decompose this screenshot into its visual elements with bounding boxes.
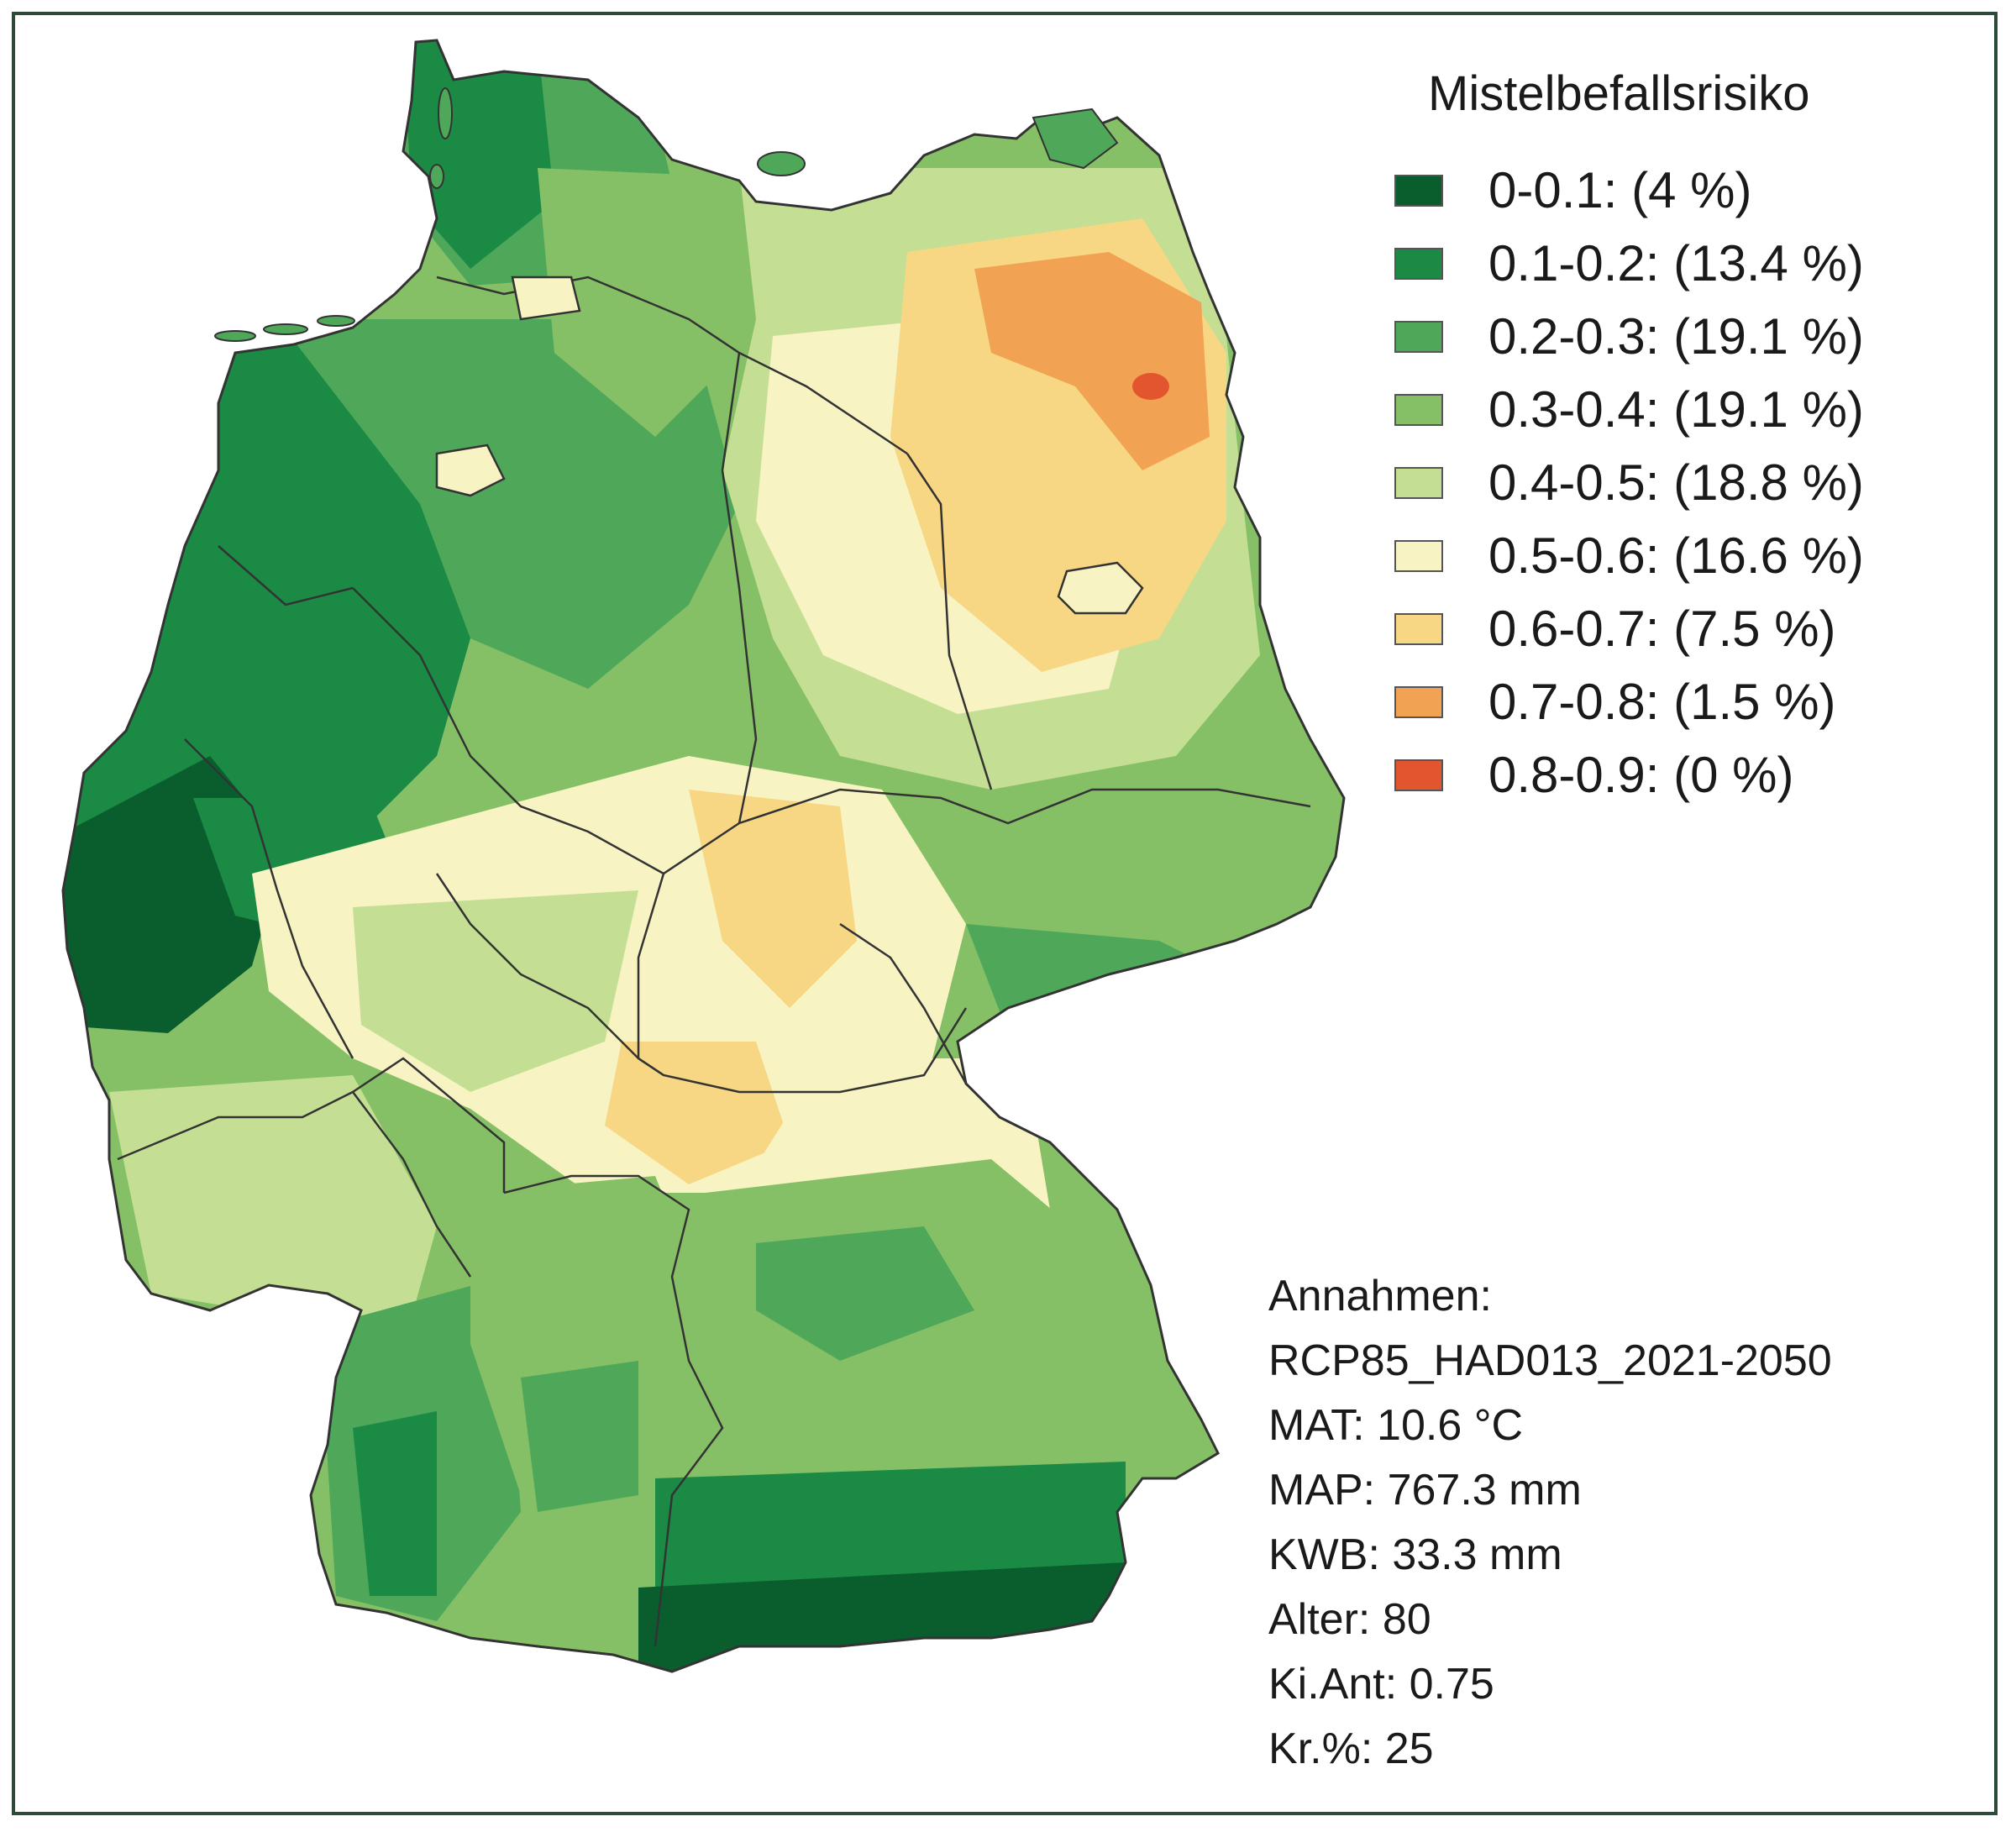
- assumption-line: MAT: 10.6 °C: [1268, 1401, 1524, 1450]
- legend-label: 0.6-0.7: (7.5 %): [1488, 601, 1836, 657]
- legend-label: 0.7-0.8: (1.5 %): [1488, 674, 1836, 730]
- legend-swatch: [1394, 393, 1443, 426]
- legend-label: 0.5-0.6: (16.6 %): [1488, 528, 1864, 584]
- legend-swatch: [1394, 247, 1443, 280]
- assumption-line: KWB: 33.3 mm: [1268, 1530, 1562, 1579]
- city-states: [435, 276, 1144, 615]
- legend-label: 0.8-0.9: (0 %): [1488, 747, 1794, 803]
- assumption-line: RCP85_HAD013_2021-2050: [1268, 1336, 1832, 1385]
- legend-item: 0.7-0.8: (1.5 %): [1394, 665, 1982, 738]
- legend-swatch: [1394, 759, 1443, 791]
- legend-title: Mistelbefallsrisiko: [1428, 66, 1810, 121]
- legend-item: 0-0.1: (4 %): [1394, 154, 1982, 227]
- assumptions-block: Annahmen: RCP85_HAD013_2021-2050 MAT: 10.6…: [1268, 1264, 1832, 1782]
- assumptions-heading: Annahmen:: [1268, 1272, 1492, 1320]
- legend-item: 0.6-0.7: (7.5 %): [1394, 592, 1982, 665]
- assumption-line: Kr.%: 25: [1268, 1724, 1434, 1773]
- legend-item: 0.2-0.3: (19.1 %): [1394, 300, 1982, 373]
- legend-label: 0-0.1: (4 %): [1488, 162, 1752, 218]
- legend-items: 0-0.1: (4 %) 0.1-0.2: (13.4 %) 0.2-0.3: (1…: [1394, 154, 1982, 811]
- country-border: [61, 39, 1346, 1673]
- legend-swatch: [1394, 685, 1443, 718]
- legend-swatch: [1394, 320, 1443, 353]
- legend-swatch: [1394, 466, 1443, 499]
- legend-item: 0.1-0.2: (13.4 %): [1394, 227, 1982, 300]
- legend-label: 0.3-0.4: (19.1 %): [1488, 381, 1864, 438]
- legend-item: 0.8-0.9: (0 %): [1394, 738, 1982, 811]
- legend-swatch: [1394, 539, 1443, 572]
- assumption-line: Ki.Ant: 0.75: [1268, 1660, 1494, 1709]
- legend-item: 0.5-0.6: (16.6 %): [1394, 519, 1982, 592]
- legend: Mistelbefallsrisiko 0-0.1: (4 %) 0.1-0.2:…: [1394, 66, 1982, 811]
- legend-label: 0.4-0.5: (18.8 %): [1488, 454, 1864, 511]
- legend-item: 0.3-0.4: (19.1 %): [1394, 373, 1982, 446]
- legend-swatch: [1394, 174, 1443, 207]
- assumption-line: Alter: 80: [1268, 1595, 1431, 1644]
- legend-label: 0.2-0.3: (19.1 %): [1488, 308, 1864, 365]
- islands: [214, 87, 1119, 342]
- legend-item: 0.4-0.5: (18.8 %): [1394, 446, 1982, 519]
- state-borders: [117, 276, 1311, 1647]
- legend-label: 0.1-0.2: (13.4 %): [1488, 235, 1864, 291]
- legend-swatch: [1394, 612, 1443, 645]
- assumption-line: MAP: 767.3 mm: [1268, 1466, 1582, 1514]
